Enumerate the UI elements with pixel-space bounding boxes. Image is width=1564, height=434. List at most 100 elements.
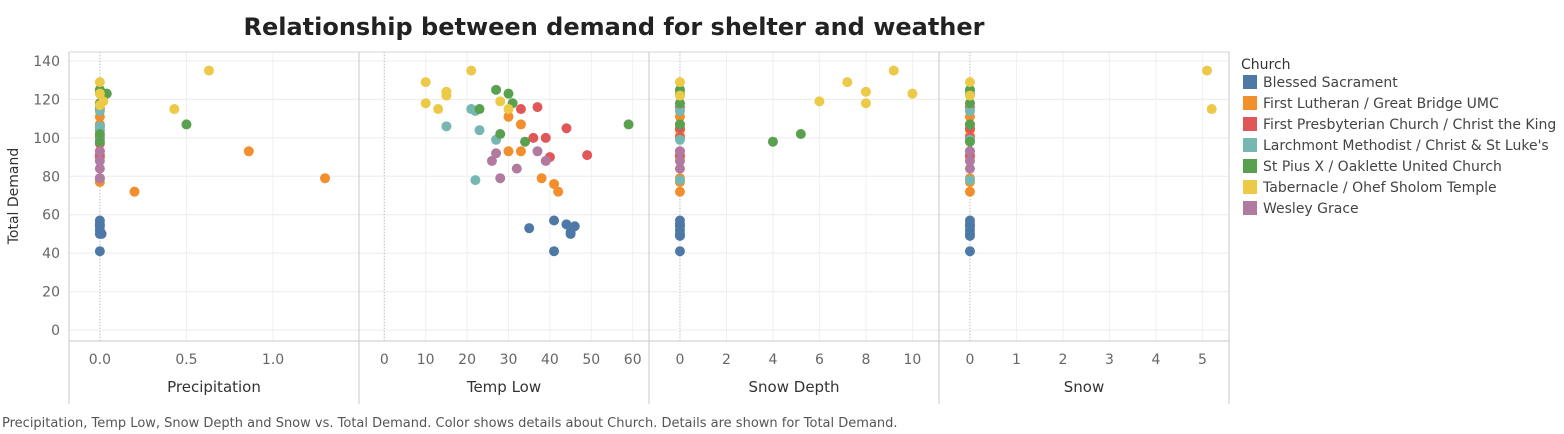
legend-item[interactable]: Blessed Sacrament	[1243, 75, 1398, 91]
data-point[interactable]	[495, 96, 506, 107]
data-point[interactable]	[520, 136, 531, 147]
data-point[interactable]	[674, 163, 685, 174]
legend-item[interactable]: Wesley Grace	[1243, 201, 1359, 217]
data-point[interactable]	[964, 136, 975, 147]
data-point[interactable]	[94, 77, 105, 88]
data-point[interactable]	[169, 104, 180, 115]
data-point[interactable]	[243, 146, 254, 157]
data-point[interactable]	[94, 173, 105, 184]
data-point[interactable]	[795, 129, 806, 140]
data-point[interactable]	[674, 155, 685, 166]
data-point[interactable]	[674, 134, 685, 145]
data-point[interactable]	[420, 98, 431, 109]
data-point[interactable]	[532, 102, 543, 113]
data-point[interactable]	[674, 105, 685, 116]
data-point[interactable]	[674, 146, 685, 157]
data-point[interactable]	[511, 163, 522, 174]
data-point[interactable]	[94, 146, 105, 157]
data-point[interactable]	[674, 77, 685, 88]
data-point[interactable]	[674, 186, 685, 197]
data-point[interactable]	[503, 111, 514, 122]
data-point[interactable]	[491, 84, 502, 95]
data-point[interactable]	[94, 129, 105, 140]
data-point[interactable]	[503, 88, 514, 99]
data-point[interactable]	[528, 132, 539, 143]
data-point[interactable]	[674, 98, 685, 109]
data-point[interactable]	[181, 119, 192, 130]
data-point[interactable]	[94, 136, 105, 147]
data-point[interactable]	[561, 123, 572, 134]
data-point[interactable]	[964, 155, 975, 166]
data-point[interactable]	[540, 155, 551, 166]
data-point[interactable]	[582, 150, 593, 161]
data-point[interactable]	[907, 88, 918, 99]
data-point[interactable]	[964, 146, 975, 157]
data-point[interactable]	[129, 186, 140, 197]
data-point[interactable]	[549, 246, 560, 257]
data-point[interactable]	[495, 173, 506, 184]
data-point[interactable]	[495, 129, 506, 140]
data-point[interactable]	[466, 65, 477, 76]
data-point[interactable]	[964, 119, 975, 130]
data-point[interactable]	[491, 148, 502, 159]
data-point[interactable]	[503, 146, 514, 157]
data-point[interactable]	[814, 96, 825, 107]
data-point[interactable]	[964, 186, 975, 197]
data-point[interactable]	[420, 77, 431, 88]
data-point[interactable]	[94, 88, 105, 99]
data-point[interactable]	[94, 163, 105, 174]
legend-item[interactable]: St Pius X / Oaklette United Church	[1243, 159, 1502, 175]
data-point[interactable]	[623, 119, 634, 130]
data-point[interactable]	[860, 86, 871, 97]
data-point[interactable]	[674, 119, 685, 130]
data-point[interactable]	[569, 221, 580, 232]
data-point[interactable]	[1202, 65, 1213, 76]
data-point[interactable]	[94, 155, 105, 166]
data-point[interactable]	[470, 175, 481, 186]
legend-item[interactable]: Tabernacle / Ohef Sholom Temple	[1243, 180, 1497, 196]
data-point[interactable]	[964, 98, 975, 109]
data-point[interactable]	[540, 132, 551, 143]
data-point[interactable]	[964, 175, 975, 186]
data-point[interactable]	[842, 77, 853, 88]
data-point[interactable]	[441, 121, 452, 132]
data-point[interactable]	[503, 104, 514, 115]
data-point[interactable]	[474, 104, 485, 115]
data-point[interactable]	[964, 230, 975, 241]
data-point[interactable]	[674, 90, 685, 101]
data-point[interactable]	[96, 228, 107, 239]
data-point[interactable]	[515, 146, 526, 157]
data-point[interactable]	[674, 175, 685, 186]
data-point[interactable]	[964, 105, 975, 116]
data-point[interactable]	[888, 65, 899, 76]
data-point[interactable]	[515, 119, 526, 130]
data-point[interactable]	[767, 136, 778, 147]
data-point[interactable]	[964, 246, 975, 257]
data-point[interactable]	[553, 186, 564, 197]
data-point[interactable]	[860, 98, 871, 109]
data-point[interactable]	[515, 104, 526, 115]
data-point[interactable]	[320, 173, 331, 184]
data-point[interactable]	[203, 65, 214, 76]
legend-item[interactable]: Larchmont Methodist / Christ & St Luke's	[1243, 138, 1549, 154]
data-point[interactable]	[964, 90, 975, 101]
legend-item[interactable]: First Lutheran / Great Bridge UMC	[1243, 96, 1499, 112]
data-point[interactable]	[549, 178, 560, 189]
data-point[interactable]	[486, 155, 497, 166]
data-point[interactable]	[674, 246, 685, 257]
legend[interactable]: Church Blessed Sacrament First Lutheran /…	[1241, 57, 1556, 217]
data-point[interactable]	[94, 100, 105, 111]
data-point[interactable]	[561, 219, 572, 230]
data-point[interactable]	[536, 173, 547, 184]
data-point[interactable]	[532, 146, 543, 157]
data-point[interactable]	[1206, 104, 1217, 115]
data-point[interactable]	[101, 88, 112, 99]
legend-item[interactable]: First Presbyterian Church / Christ the K…	[1243, 117, 1556, 133]
data-point[interactable]	[94, 246, 105, 257]
data-point[interactable]	[964, 77, 975, 88]
data-point[interactable]	[674, 230, 685, 241]
data-point[interactable]	[549, 215, 560, 226]
data-point[interactable]	[964, 163, 975, 174]
data-point[interactable]	[441, 90, 452, 101]
data-point[interactable]	[524, 223, 535, 234]
